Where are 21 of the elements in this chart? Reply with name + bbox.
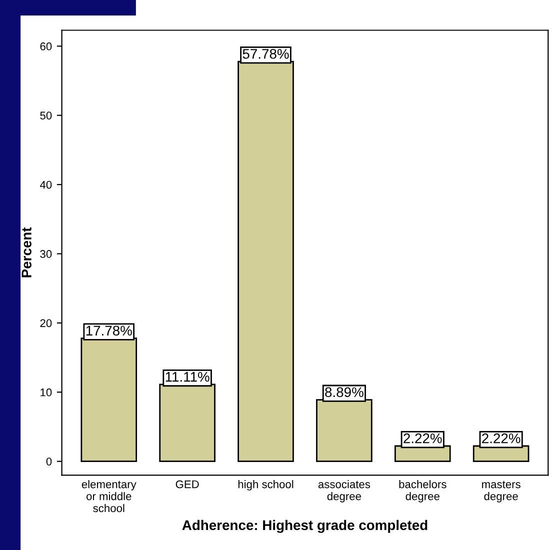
x-tick-label: elementary or middle school bbox=[82, 480, 136, 512]
y-tick-label: 10 bbox=[40, 388, 52, 396]
y-tick-label: 40 bbox=[40, 180, 52, 189]
y-tick-label: 20 bbox=[40, 319, 52, 328]
y-tick-label: 30 bbox=[40, 250, 52, 258]
data-label: 2.22% bbox=[482, 433, 520, 444]
data-label: 11.11% bbox=[166, 372, 210, 382]
data-label: 17.78% bbox=[86, 326, 132, 336]
data-label: 57.78% bbox=[242, 48, 289, 59]
y-tick-label: 60 bbox=[40, 42, 52, 50]
y-tick-label: 50 bbox=[40, 112, 52, 120]
x-tick-label: associates degree bbox=[318, 480, 370, 502]
y-axis-title: Percent bbox=[22, 227, 32, 278]
x-axis-title: Adherence: Highest grade completed bbox=[182, 520, 428, 533]
y-tick-label: 0 bbox=[46, 458, 52, 466]
x-tick-label: high school bbox=[238, 480, 294, 490]
data-label: 8.89% bbox=[325, 387, 364, 398]
data-label: 2.22% bbox=[404, 433, 442, 444]
x-tick-label: masters degree bbox=[482, 480, 520, 502]
x-tick-label: bachelors degree bbox=[399, 480, 446, 502]
x-tick-label: GED bbox=[176, 480, 199, 488]
